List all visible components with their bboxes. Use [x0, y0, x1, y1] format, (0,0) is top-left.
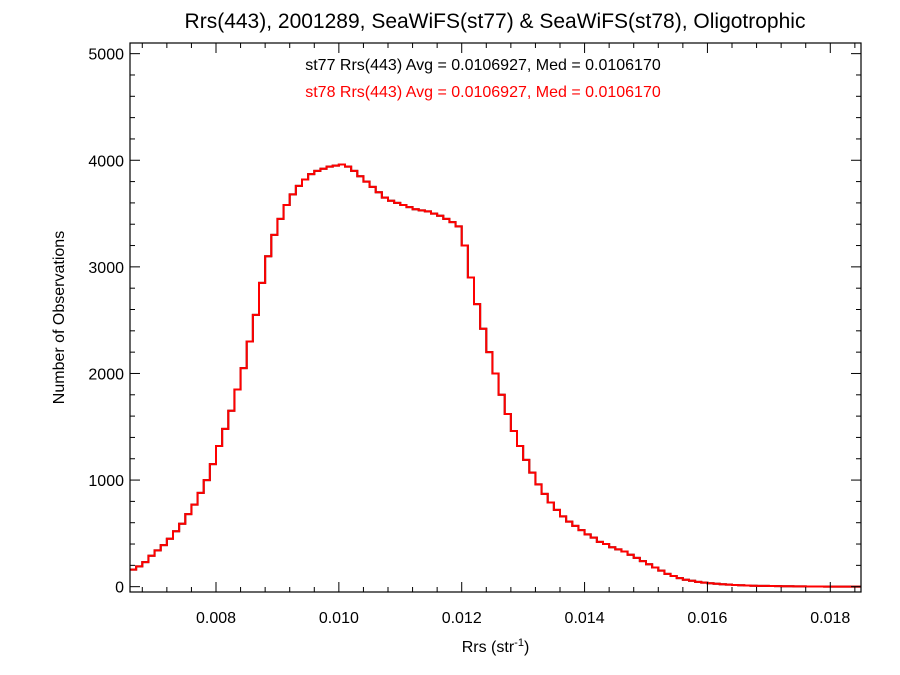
- annotation-text: st77 Rrs(443) Avg = 0.0106927, Med = 0.0…: [305, 57, 661, 74]
- histogram-line-st78: [130, 163, 861, 588]
- annotation-text: st78 Rrs(443) Avg = 0.0106927, Med = 0.0…: [305, 84, 661, 101]
- chart-title: Rrs(443), 2001289, SeaWiFS(st77) & SeaWi…: [185, 10, 806, 33]
- annotation-group: st77 Rrs(443) Avg = 0.0106927, Med = 0.0…: [305, 57, 661, 101]
- x-tick-label: 0.012: [442, 610, 482, 627]
- x-axis-label-main: Rrs (str: [462, 639, 515, 656]
- x-tick-label: 0.010: [319, 610, 359, 627]
- plot-frame: [129, 42, 862, 593]
- x-axis-label-superscript: -1: [514, 637, 524, 649]
- y-tick-label: 2000: [88, 366, 124, 383]
- series-layer: [130, 163, 861, 588]
- x-tick-label: 0.014: [565, 610, 605, 627]
- x-tick-label: 0.018: [810, 610, 850, 627]
- y-tick-label: 0: [115, 580, 124, 597]
- y-tick-label: 5000: [88, 47, 124, 64]
- x-axis-label-suffix: ): [524, 639, 529, 656]
- x-axis-label: Rrs (str-1): [462, 637, 530, 656]
- y-tick-label: 4000: [88, 153, 124, 170]
- x-tick-label: 0.016: [687, 610, 727, 627]
- y-tick-label: 3000: [88, 260, 124, 277]
- y-tick-label: 1000: [88, 473, 124, 490]
- y-axis-ticks: 0 1000 2000 3000 4000 5000: [88, 47, 861, 597]
- x-axis-ticks: 0.008 0.010 0.012 0.014 0.016 0.018: [141, 43, 856, 627]
- x-tick-label: 0.008: [196, 610, 236, 627]
- y-axis-label: Number of Observations: [51, 231, 68, 404]
